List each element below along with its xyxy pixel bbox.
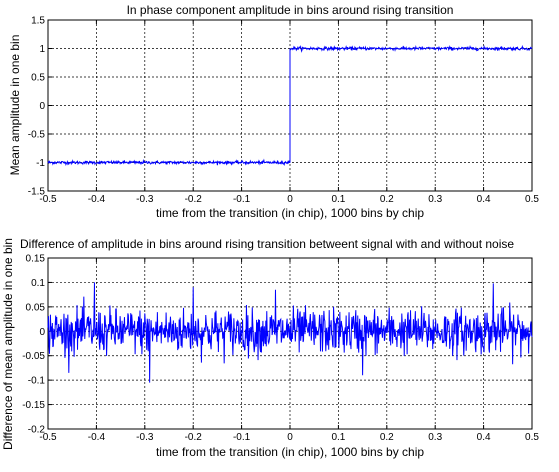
y-tick-label: -1.5 bbox=[28, 187, 46, 198]
y-tick-label: -0.5 bbox=[28, 130, 46, 141]
y-tick-label: 0 bbox=[39, 327, 45, 338]
y-tick-label: 0 bbox=[39, 101, 45, 112]
top-x-axis-label: time from the transition (in chip), 1000… bbox=[156, 206, 424, 220]
x-tick-label: -0.5 bbox=[39, 432, 57, 443]
y-tick-label: 0.05 bbox=[26, 302, 46, 313]
y-tick-label: 0.15 bbox=[26, 254, 46, 265]
bottom-y-axis-label: Difference of mean amplitude in one bin bbox=[1, 238, 15, 450]
bottom-x-axis-label: time from the transition (in chip), 1000… bbox=[156, 445, 424, 459]
x-tick-label: -0.2 bbox=[185, 194, 203, 205]
y-tick-label: -0.05 bbox=[22, 351, 45, 362]
y-tick-label: 1 bbox=[39, 44, 45, 55]
x-tick-label: 0.1 bbox=[331, 432, 345, 443]
bottom-chart: -0.5 -0.4 -0.3 -0.2 -0.1 0 0.1 0.2 0.3 0.4 0.5 0.15… bbox=[1, 237, 539, 459]
x-tick-label: -0.3 bbox=[136, 194, 154, 205]
y-tick-label: -0.2 bbox=[28, 425, 46, 436]
x-tick-label: 0.4 bbox=[477, 194, 491, 205]
bottom-chart-title: Difference of amplitude in bins around r… bbox=[20, 237, 514, 251]
bottom-ticks: -0.5 -0.4 -0.3 -0.2 -0.1 0 0.1 0.2 0.3 0.4 0.5 0.15… bbox=[22, 254, 539, 444]
x-tick-label: 0.1 bbox=[331, 194, 345, 205]
x-tick-label: 0.4 bbox=[477, 432, 491, 443]
x-tick-label: 0.2 bbox=[380, 432, 394, 443]
x-tick-label: 0 bbox=[287, 194, 293, 205]
top-y-axis-label: Mean amplitude in one bin bbox=[8, 35, 22, 176]
x-tick-label: 0.3 bbox=[428, 432, 442, 443]
x-tick-label: -0.5 bbox=[39, 194, 57, 205]
top-chart-title: In phase component amplitude in bins aro… bbox=[127, 3, 454, 17]
top-ticks: -0.5 -0.4 -0.3 -0.2 -0.1 0 0.1 0.2 0.3 0.4 0.5 1.5 1… bbox=[28, 16, 540, 206]
y-tick-label: -1 bbox=[36, 158, 45, 169]
x-tick-label: -0.3 bbox=[136, 432, 154, 443]
x-tick-label: 0.5 bbox=[525, 194, 539, 205]
y-tick-label: -0.15 bbox=[22, 400, 45, 411]
x-tick-label: -0.2 bbox=[185, 432, 203, 443]
x-tick-label: 0.3 bbox=[428, 194, 442, 205]
x-tick-label: -0.4 bbox=[88, 194, 106, 205]
x-tick-label: -0.1 bbox=[233, 194, 251, 205]
x-tick-label: -0.4 bbox=[88, 432, 106, 443]
x-tick-label: 0 bbox=[287, 432, 293, 443]
x-tick-label: 0.5 bbox=[525, 432, 539, 443]
y-tick-label: 0.1 bbox=[31, 278, 45, 289]
y-tick-label: -0.1 bbox=[28, 376, 46, 387]
x-tick-label: -0.1 bbox=[233, 432, 251, 443]
y-tick-label: 0.5 bbox=[31, 73, 45, 84]
top-series-line bbox=[47, 44, 533, 166]
y-tick-label: 1.5 bbox=[31, 16, 45, 27]
bottom-series-line bbox=[47, 282, 533, 383]
x-tick-label: 0.2 bbox=[380, 194, 394, 205]
top-chart: -0.5 -0.4 -0.3 -0.2 -0.1 0 0.1 0.2 0.3 0.4 0.5 1.5 1… bbox=[8, 3, 539, 220]
